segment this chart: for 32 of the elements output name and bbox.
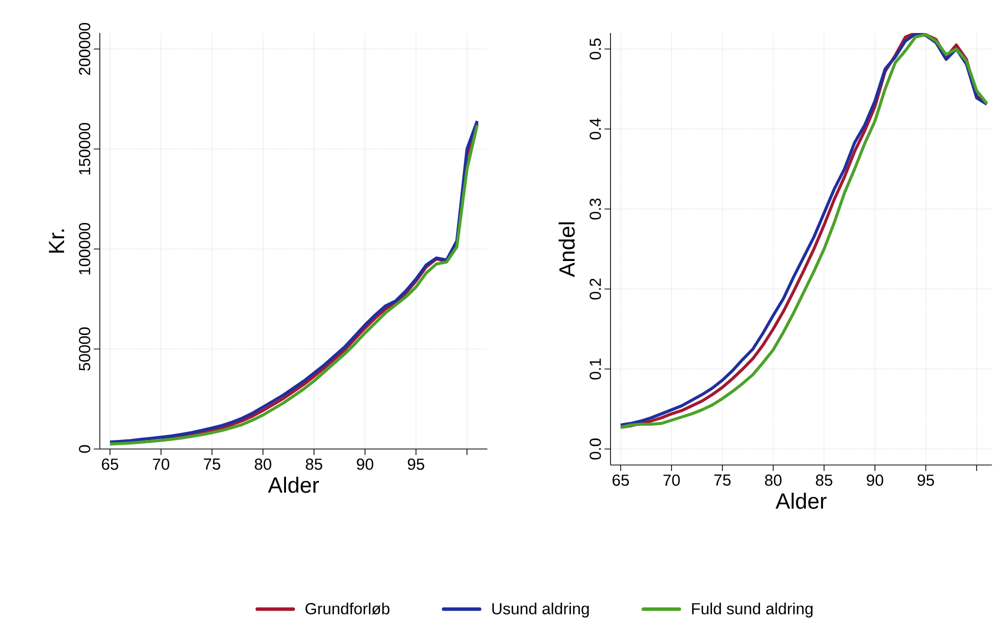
legend-label: Usund aldring [492, 602, 589, 618]
x-tick-label: 70 [152, 458, 170, 470]
x-tick-label: 85 [816, 474, 832, 486]
y-tick-label: 100000 [78, 222, 90, 274]
y-tick-label: 0 [78, 445, 90, 453]
x-tick-label: 80 [765, 474, 782, 486]
x-tick-label: 95 [918, 474, 934, 486]
x-tick-label: 85 [306, 458, 322, 470]
y-axis-title: Andel [558, 222, 575, 278]
y-tick-label: 0.4 [590, 118, 601, 140]
y-tick-label: 50000 [78, 327, 90, 371]
x-tick-label: 75 [714, 474, 731, 486]
y-tick-label: 0.5 [590, 38, 601, 60]
legend-label: Grundforløb [306, 602, 390, 615]
y-tick-label: 0.1 [590, 358, 601, 380]
y-tick-label: 0.0 [590, 438, 601, 460]
x-axis-title: Alder [268, 476, 319, 493]
x-tick-label: 90 [356, 458, 374, 470]
y-tick-label: 200000 [78, 22, 90, 75]
y-axis-title: Kr. [48, 230, 64, 253]
y-tick-label: 0.3 [590, 198, 601, 220]
x-tick-label: 65 [612, 474, 629, 486]
y-tick-label: 0.2 [590, 278, 601, 300]
y-tick-label: 150000 [78, 122, 90, 174]
x-tick-label: 70 [663, 474, 680, 486]
x-tick-label: 80 [254, 458, 272, 470]
x-tick-label: 75 [204, 458, 220, 470]
x-axis-title: Alder [776, 492, 827, 509]
x-tick-label: 95 [408, 458, 424, 470]
legend-label: Fuld sund aldring [692, 602, 813, 618]
x-tick-label: 90 [866, 474, 884, 486]
x-tick-label: 65 [102, 458, 118, 470]
